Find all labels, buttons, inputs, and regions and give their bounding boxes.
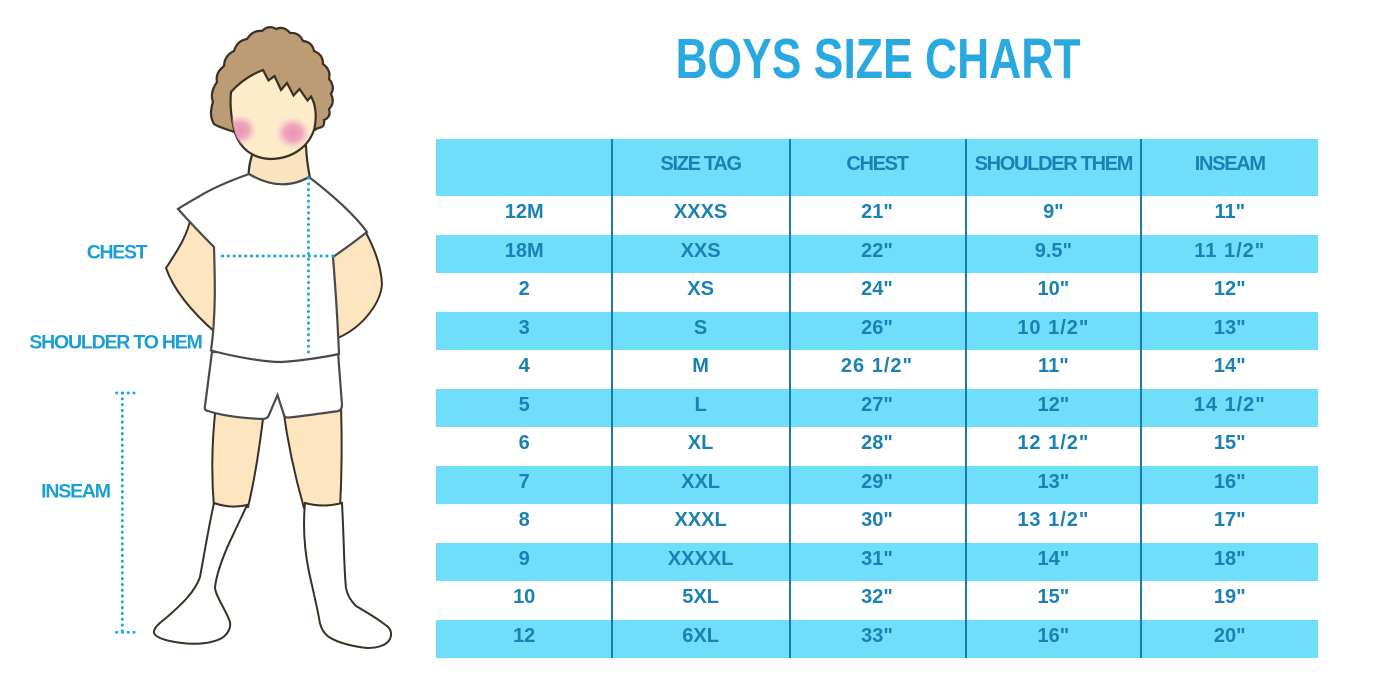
- svg-text:CHEST: CHEST: [87, 242, 148, 264]
- svg-text:SHOULDER TO HEM: SHOULDER TO HEM: [29, 332, 201, 354]
- svg-text:INSEAM: INSEAM: [41, 481, 110, 503]
